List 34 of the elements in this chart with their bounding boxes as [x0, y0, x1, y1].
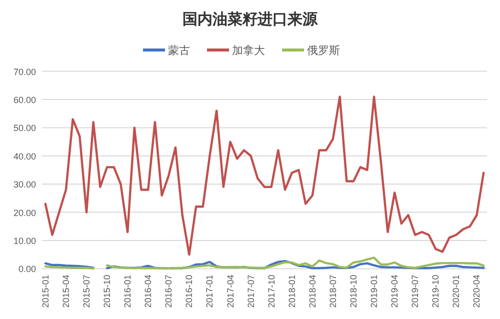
- x-tick-label: 2015-07: [82, 274, 92, 308]
- legend-label: 加拿大: [232, 44, 265, 57]
- legend-label: 俄罗斯: [307, 44, 340, 57]
- y-tick-label: 50.00: [13, 123, 36, 134]
- legend-label: 蒙古: [168, 44, 190, 57]
- x-tick-label: 2016-01: [122, 274, 133, 308]
- y-tick-label: 30.00: [13, 180, 36, 190]
- x-tick-label: 2019-04: [390, 274, 400, 308]
- x-tick-label: 2017-10: [266, 274, 276, 308]
- x-tick-label: 2017-07: [246, 274, 256, 308]
- x-tick-label: 2016-07: [164, 274, 174, 308]
- x-tick-label: 2018-01: [286, 274, 297, 308]
- x-tick-label: 2018-04: [307, 274, 318, 308]
- y-tick-label: 20.00: [13, 208, 36, 218]
- x-tick-label: 2019-01: [369, 274, 380, 308]
- x-tick-label: 2017-04: [225, 274, 236, 308]
- y-tick-label: 70.00: [13, 66, 36, 77]
- y-tick-label: 60.00: [13, 95, 36, 105]
- chart-title: 国内油菜籽进口来源: [182, 11, 318, 28]
- x-tick-label: 2016-10: [184, 274, 194, 308]
- x-tick-label: 2015-04: [60, 274, 71, 308]
- x-tick-label: 2019-10: [430, 274, 441, 308]
- x-tick-label: 2018-07: [328, 274, 338, 308]
- x-tick-label: 2017-01: [204, 274, 215, 308]
- y-tick-label: 10.00: [13, 236, 36, 246]
- x-tick-label: 2016-04: [143, 274, 154, 308]
- x-tick-label: 2018-10: [348, 274, 358, 308]
- x-tick-label: 2020-01: [451, 274, 462, 308]
- x-tick-label: 2019-07: [410, 274, 420, 308]
- x-tick-label: 2015-01: [40, 274, 50, 308]
- x-tick-label: 2015-10: [102, 274, 112, 308]
- y-tick-label: 40.00: [13, 151, 36, 162]
- x-tick-label: 2020-04: [472, 274, 482, 308]
- y-tick-label: 0.00: [18, 264, 36, 274]
